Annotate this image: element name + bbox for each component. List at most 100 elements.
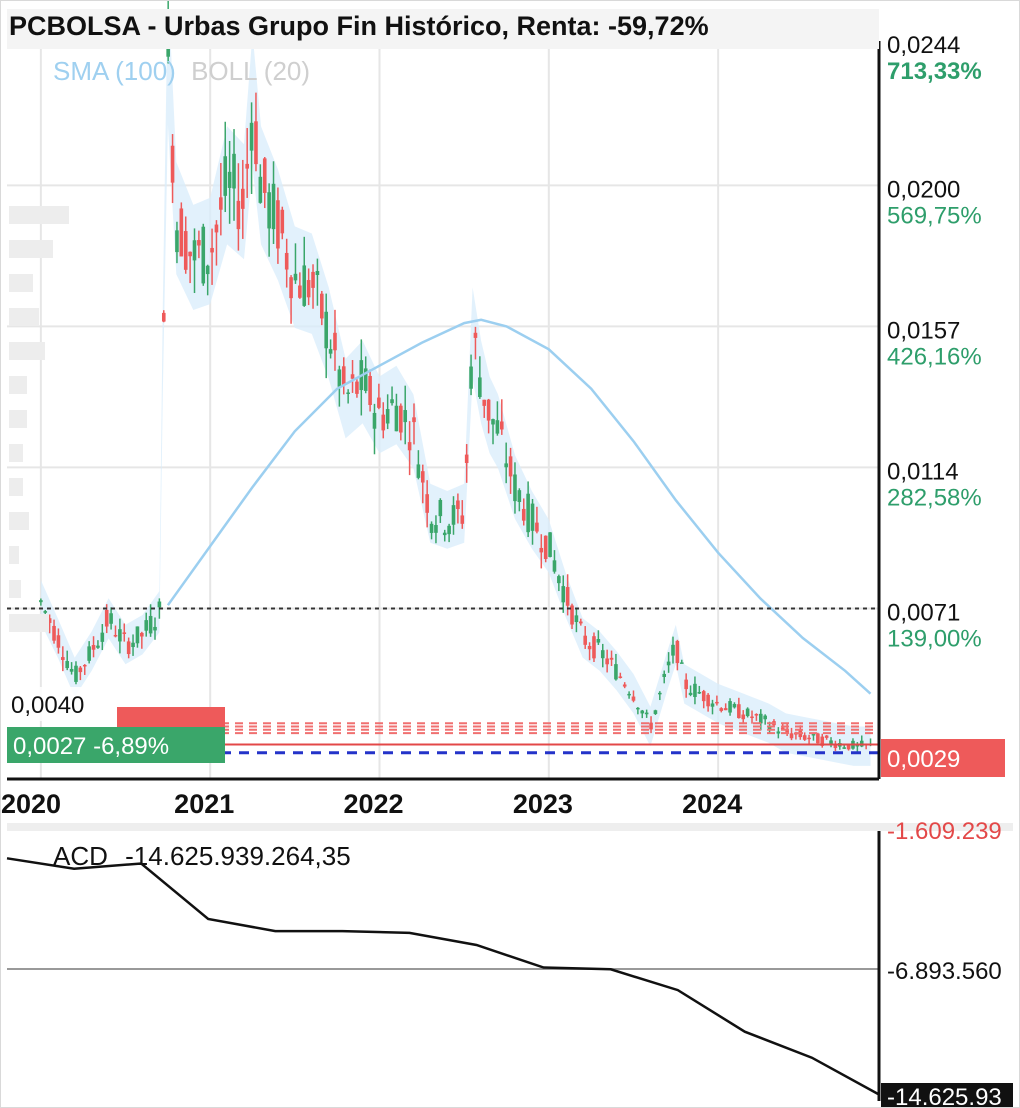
candle-body <box>829 740 833 745</box>
candle-body <box>719 708 724 711</box>
candle-body <box>122 632 127 634</box>
candle-body <box>258 176 263 203</box>
candle-body <box>113 634 118 637</box>
candle-body <box>741 714 746 720</box>
candle-body <box>842 747 846 749</box>
candle-body <box>350 374 355 379</box>
candle-body <box>381 414 386 431</box>
candle-body <box>846 743 851 750</box>
last-price-tag-bg <box>881 739 1005 777</box>
candle-body <box>552 560 557 572</box>
y-tick-percent: 282,58% <box>887 484 982 511</box>
y-tick-price: 0,0157 <box>887 317 960 344</box>
candle-body <box>583 635 587 645</box>
candle-body <box>403 410 408 423</box>
candle-body <box>697 691 702 694</box>
acd-legend: ACD -14.625.939.264,35 <box>53 841 351 872</box>
legend-boll[interactable]: BOLL (20) <box>191 56 311 86</box>
volume-profile-bar <box>9 376 27 394</box>
candle-body <box>262 158 267 193</box>
candle-body <box>245 163 249 169</box>
acd-line <box>6 857 880 1096</box>
candle-body <box>517 490 522 503</box>
candle-body <box>701 691 706 702</box>
candle-body <box>482 399 487 406</box>
candle-body <box>372 412 377 429</box>
candle-body <box>324 311 329 349</box>
candle-body <box>91 645 96 650</box>
candle-body <box>486 399 491 421</box>
candle-body <box>570 605 574 625</box>
candle-body <box>688 692 693 695</box>
candle-body <box>240 188 245 209</box>
candle-body <box>140 632 144 637</box>
candle-body <box>232 153 236 189</box>
candle-body <box>557 576 561 584</box>
candle-body <box>587 645 592 650</box>
candle-body <box>754 714 759 716</box>
hidden-tag <box>117 707 225 727</box>
candle-body <box>627 693 631 696</box>
candle-body <box>596 638 601 643</box>
candle-body <box>679 662 684 664</box>
title-bar <box>7 9 879 49</box>
candle-body <box>407 442 412 451</box>
x-tick-year: 2024 <box>682 789 742 819</box>
candle-body <box>499 421 504 430</box>
candle-body <box>706 694 710 707</box>
candle-body <box>622 684 627 687</box>
candle-body <box>710 703 715 707</box>
candle-body <box>100 632 105 642</box>
candle-body <box>148 615 153 634</box>
candle-body <box>377 397 381 408</box>
volume-profile-bar <box>9 444 23 462</box>
candle-body <box>249 122 254 151</box>
x-tick-year: 2023 <box>513 789 573 819</box>
candle-body <box>214 224 219 233</box>
y-tick-percent: 713,33% <box>887 58 982 85</box>
candle-body <box>737 704 741 719</box>
candle-body <box>732 703 737 708</box>
candle-body <box>429 523 434 533</box>
y-tick-percent: 426,16% <box>887 343 982 370</box>
x-tick-year: 2021 <box>174 789 234 819</box>
candle-body <box>52 625 56 641</box>
bollinger-band <box>40 1 871 766</box>
acd-y-tick-top: -1.609.239 <box>887 818 1002 845</box>
candle-body <box>758 713 763 724</box>
candle-body <box>780 727 785 730</box>
candle-body <box>820 736 825 746</box>
candle-body <box>390 399 394 404</box>
legend-sma[interactable]: SMA (100) <box>53 56 176 86</box>
y-tick-percent: 139,00% <box>887 625 982 652</box>
candle-body <box>473 332 478 338</box>
volume-profile-bar <box>9 410 27 428</box>
acd-last-tag-bg <box>881 1083 1013 1107</box>
candle-body <box>592 636 596 659</box>
sma-line <box>166 318 872 695</box>
candle-body <box>412 417 416 423</box>
indicator-legend: SMA (100) BOLL (20) <box>53 56 310 87</box>
candle-body <box>605 658 609 665</box>
cursor-price-tag: 0,0027 -6,89% <box>13 733 169 760</box>
candle-body <box>640 710 645 714</box>
volume-profile-bar <box>9 206 69 224</box>
candle-body <box>341 366 346 386</box>
candle-body <box>561 586 566 603</box>
candle-body <box>636 707 640 710</box>
candle-body <box>61 657 65 660</box>
candle-body <box>399 405 403 433</box>
candle-body <box>47 618 52 623</box>
candle-body <box>188 251 192 257</box>
candle-body <box>298 285 302 298</box>
last-price-tag: 0,0029 <box>887 746 960 773</box>
y-tick-price: 0,0114 <box>887 458 959 485</box>
candle-body <box>675 640 680 664</box>
candle-body <box>548 532 552 557</box>
candle-body <box>767 725 772 731</box>
candle-body <box>763 715 767 720</box>
candle-body <box>535 522 539 532</box>
candle-body <box>631 696 636 701</box>
candle-body <box>333 332 337 351</box>
